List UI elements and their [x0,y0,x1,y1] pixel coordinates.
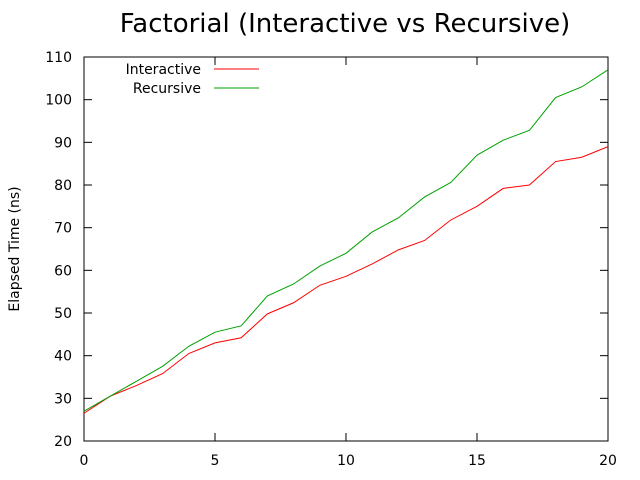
y-tick-label: 30 [54,391,72,407]
x-tick-label: 20 [599,453,617,469]
legend-label-interactive: Interactive [126,62,201,78]
axis-ticks: 0 5 10 15 20 20 30 40 50 60 70 80 90 100 110 [45,50,617,469]
series-line-interactive [83,146,609,414]
series-lines [83,69,609,414]
series-line-recursive [83,69,609,412]
y-tick-label: 60 [54,263,72,279]
x-tick-label: 10 [337,453,355,469]
plot-frame [83,56,609,442]
legend-label-recursive: Recursive [133,81,201,97]
y-tick-label: 50 [54,306,72,322]
x-tick-label: 5 [211,453,220,469]
y-tick-label: 100 [45,93,72,109]
y-tick-label: 40 [54,349,72,365]
x-tick-label: 0 [80,453,89,469]
y-axis-label: Elapsed Time (ns) [7,186,23,311]
y-tick-label: 110 [45,50,72,66]
y-tick-label: 70 [54,221,72,237]
chart-title: Factorial (Interactive vs Recursive) [120,9,571,39]
y-tick-label: 90 [54,135,72,151]
y-tick-label: 80 [54,178,72,194]
x-tick-label: 15 [468,453,486,469]
legend: Interactive Recursive [126,62,259,97]
y-tick-label: 20 [54,434,72,450]
